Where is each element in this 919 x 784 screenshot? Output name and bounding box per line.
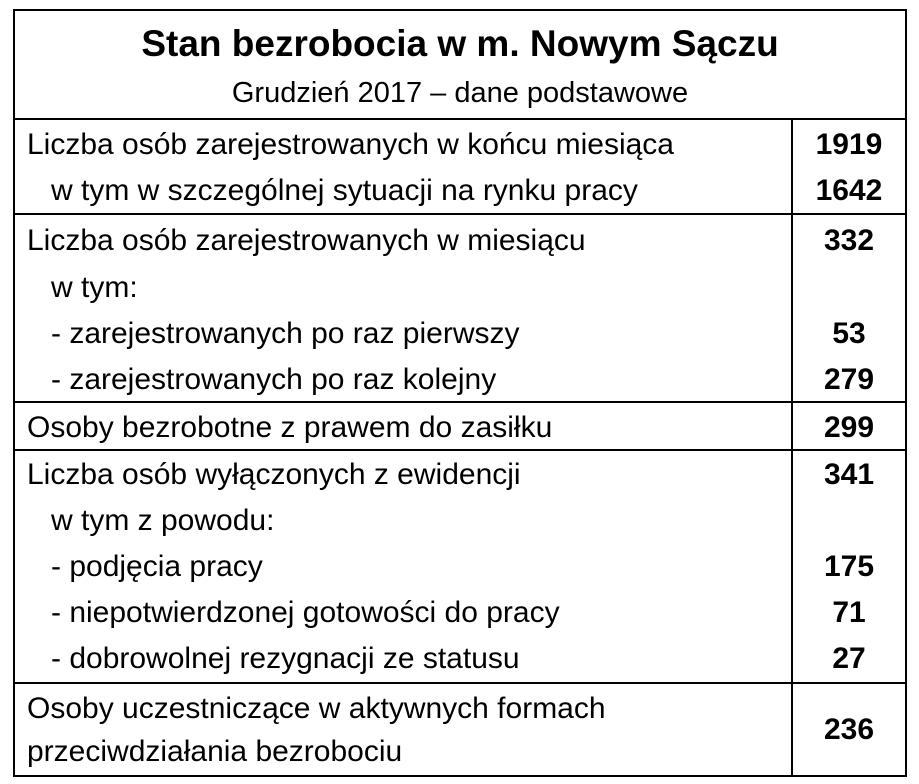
row-value: 27 <box>832 642 866 675</box>
table-row: Liczba osób wyłączonych z ewidencji 341 <box>15 452 905 498</box>
row-label: Osoby bezrobotne z prawem do zasiłku <box>27 411 553 444</box>
row-value: 1642 <box>815 174 883 207</box>
column-divider <box>791 118 793 775</box>
row-label: w tym w szczególnej sytuacji na rynku pr… <box>51 174 638 207</box>
row-value: 53 <box>832 317 866 350</box>
table-row: w tym w szczególnej sytuacji na rynku pr… <box>15 168 905 214</box>
row-label-line2: przeciwdziałania bezrobociu <box>27 735 403 768</box>
row-label: Liczba osób wyłączonych z ewidencji <box>27 458 521 491</box>
table-row: Liczba osób zarejestrowanych w końcu mie… <box>15 122 905 168</box>
table-header: Stan bezrobocia w m. Nowym Sączu Grudzie… <box>15 11 905 120</box>
table-row: Osoby bezrobotne z prawem do zasiłku 299 <box>15 405 905 451</box>
row-label: - zarejestrowanych po raz pierwszy <box>51 317 520 350</box>
row-label: w tym: <box>51 271 138 304</box>
row-label: - dobrowolnej rezygnacji ze statusu <box>51 642 520 675</box>
row-value: 341 <box>823 458 875 491</box>
table-row: w tym z powodu: <box>15 498 905 544</box>
section-divider <box>15 213 905 215</box>
section-divider <box>15 401 905 403</box>
table-title: Stan bezrobocia w m. Nowym Sączu <box>141 23 779 64</box>
row-value: 71 <box>832 596 866 629</box>
table-row: - niepotwierdzonej gotowości do pracy 71 <box>15 590 905 636</box>
section-divider <box>15 682 905 684</box>
table-row: - zarejestrowanych po raz pierwszy 53 <box>15 311 905 357</box>
row-label: - niepotwierdzonej gotowości do pracy <box>51 596 560 629</box>
row-label: - podjęcia pracy <box>51 550 263 583</box>
row-label-line1: Osoby uczestniczące w aktywnych formach <box>27 692 606 725</box>
table-row: Osoby uczestniczące w aktywnych formach … <box>15 685 905 775</box>
table-row: - zarejestrowanych po raz kolejny 279 <box>15 357 905 403</box>
row-label: Liczba osób zarejestrowanych w końcu mie… <box>27 128 674 161</box>
table-subtitle: Grudzień 2017 – dane podstawowe <box>231 77 689 109</box>
row-label: w tym z powodu: <box>51 504 275 537</box>
row-value: 1919 <box>815 128 883 161</box>
row-value: 299 <box>823 411 875 444</box>
table-row: - podjęcia pracy 175 <box>15 544 905 590</box>
row-value: 175 <box>823 550 875 583</box>
row-label: - zarejestrowanych po raz kolejny <box>51 363 497 396</box>
table-row: Liczba osób zarejestrowanych w miesiącu … <box>15 218 905 264</box>
row-label: Liczba osób zarejestrowanych w miesiącu <box>27 224 586 257</box>
row-value: 279 <box>823 363 875 396</box>
row-value: 332 <box>823 224 875 257</box>
row-value: 236 <box>823 713 875 746</box>
table-row: - dobrowolnej rezygnacji ze statusu 27 <box>15 636 905 682</box>
section-divider <box>15 449 905 451</box>
table-row: w tym: <box>15 265 905 311</box>
statistics-table: Stan bezrobocia w m. Nowym Sączu Grudzie… <box>13 9 907 777</box>
